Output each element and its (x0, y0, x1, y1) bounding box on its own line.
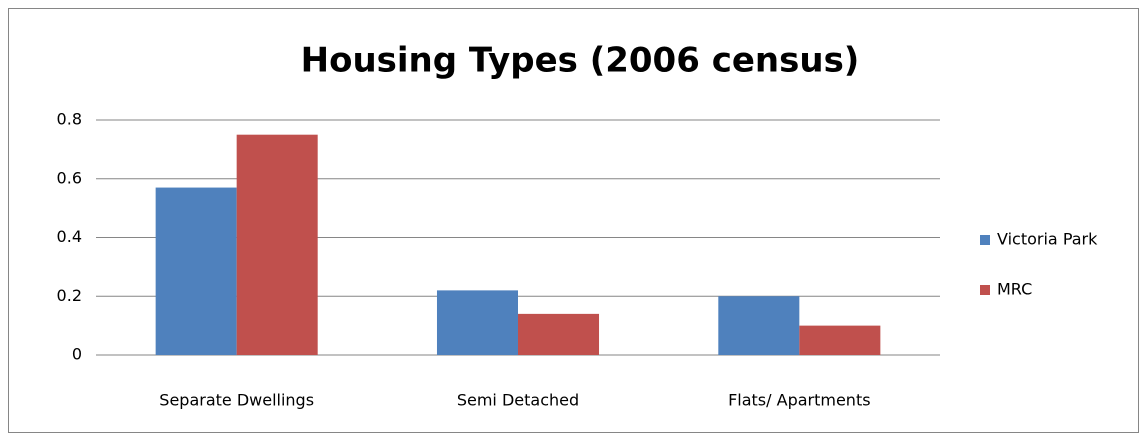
y-tick-label: 0.4 (57, 227, 82, 246)
y-tick-label: 0 (72, 345, 82, 364)
legend-swatch (980, 235, 990, 245)
bar (155, 187, 237, 355)
bar (718, 296, 800, 355)
y-tick-label: 0.8 (57, 110, 82, 129)
bar (236, 134, 318, 355)
chart-title: Housing Types (2006 census) (301, 41, 860, 81)
x-tick-label: Separate Dwellings (159, 391, 314, 410)
legend-swatch (980, 285, 990, 295)
x-tick-label: Flats/ Apartments (728, 391, 870, 410)
bar (436, 290, 518, 355)
x-tick-label: Semi Detached (457, 391, 579, 410)
legend-label: Victoria Park (997, 230, 1098, 249)
y-tick-label: 0.2 (57, 286, 82, 305)
bar (799, 325, 881, 355)
legend-label: MRC (997, 280, 1032, 299)
bar (518, 313, 600, 355)
y-tick-label: 0.6 (57, 168, 82, 187)
